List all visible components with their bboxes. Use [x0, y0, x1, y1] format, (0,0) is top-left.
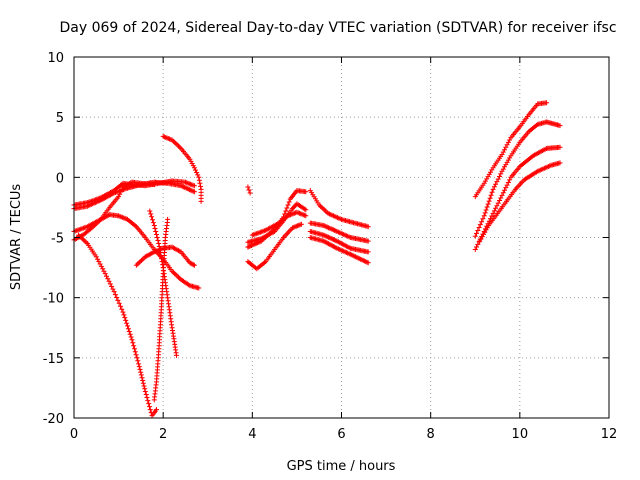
data-point-markers — [472, 100, 550, 200]
series-arc-6 — [133, 244, 197, 268]
y-tick-label: -20 — [43, 412, 64, 427]
chart-title: Day 069 of 2024, Sidereal Day-to-day VTE… — [59, 20, 616, 36]
data-point-markers — [245, 184, 253, 196]
x-axis-label: GPS time / hours — [287, 459, 396, 474]
series-arc-8 — [151, 216, 171, 403]
x-tick-label: 10 — [512, 427, 529, 442]
data-point-markers — [307, 229, 371, 255]
data-point-markers — [472, 144, 563, 252]
data-point-markers — [245, 221, 304, 272]
data-point-markers — [307, 235, 371, 266]
series-arc-14 — [249, 209, 309, 238]
data-point-markers — [307, 188, 371, 230]
x-tick-label: 6 — [337, 427, 345, 442]
series-arc-20 — [472, 119, 563, 239]
y-tick-label: 0 — [56, 171, 64, 186]
data-points — [71, 100, 563, 419]
y-tick-label: 5 — [56, 111, 64, 126]
x-tick-label: 0 — [70, 427, 78, 442]
x-tick-label: 8 — [427, 427, 435, 442]
data-point-markers — [472, 119, 563, 239]
series-arc-15 — [307, 188, 371, 230]
y-axis-label: SDTVAR / TECUs — [9, 184, 24, 291]
series-arc-9 — [160, 133, 204, 204]
series-arc-21 — [472, 144, 563, 252]
series-arc-5 — [76, 232, 159, 419]
data-point-markers — [151, 216, 171, 403]
data-point-markers — [477, 160, 563, 244]
data-point-markers — [160, 133, 204, 204]
series-arc-22 — [477, 160, 563, 244]
data-point-markers — [249, 209, 309, 238]
x-tick-label: 2 — [159, 427, 167, 442]
series-arc-16 — [307, 220, 371, 244]
x-tick-label: 12 — [601, 427, 618, 442]
grid-lines — [74, 57, 609, 418]
axis-ticks: 0 2 4 6 8 10 12 -20 -15 -10 -5 0 5 10 — [43, 51, 618, 442]
series-arc-18 — [307, 235, 371, 266]
series-arc-13 — [245, 221, 304, 272]
series-arc-17 — [307, 229, 371, 255]
x-tick-label: 4 — [248, 427, 256, 442]
y-tick-label: -10 — [43, 292, 64, 307]
series-arc-10 — [245, 184, 253, 196]
data-point-markers — [133, 244, 197, 268]
data-point-markers — [76, 232, 159, 419]
y-tick-label: -5 — [51, 232, 64, 247]
y-tick-label: 10 — [47, 51, 64, 66]
series-arc-19 — [472, 100, 550, 200]
data-point-markers — [307, 220, 371, 244]
y-tick-label: -15 — [43, 352, 64, 367]
